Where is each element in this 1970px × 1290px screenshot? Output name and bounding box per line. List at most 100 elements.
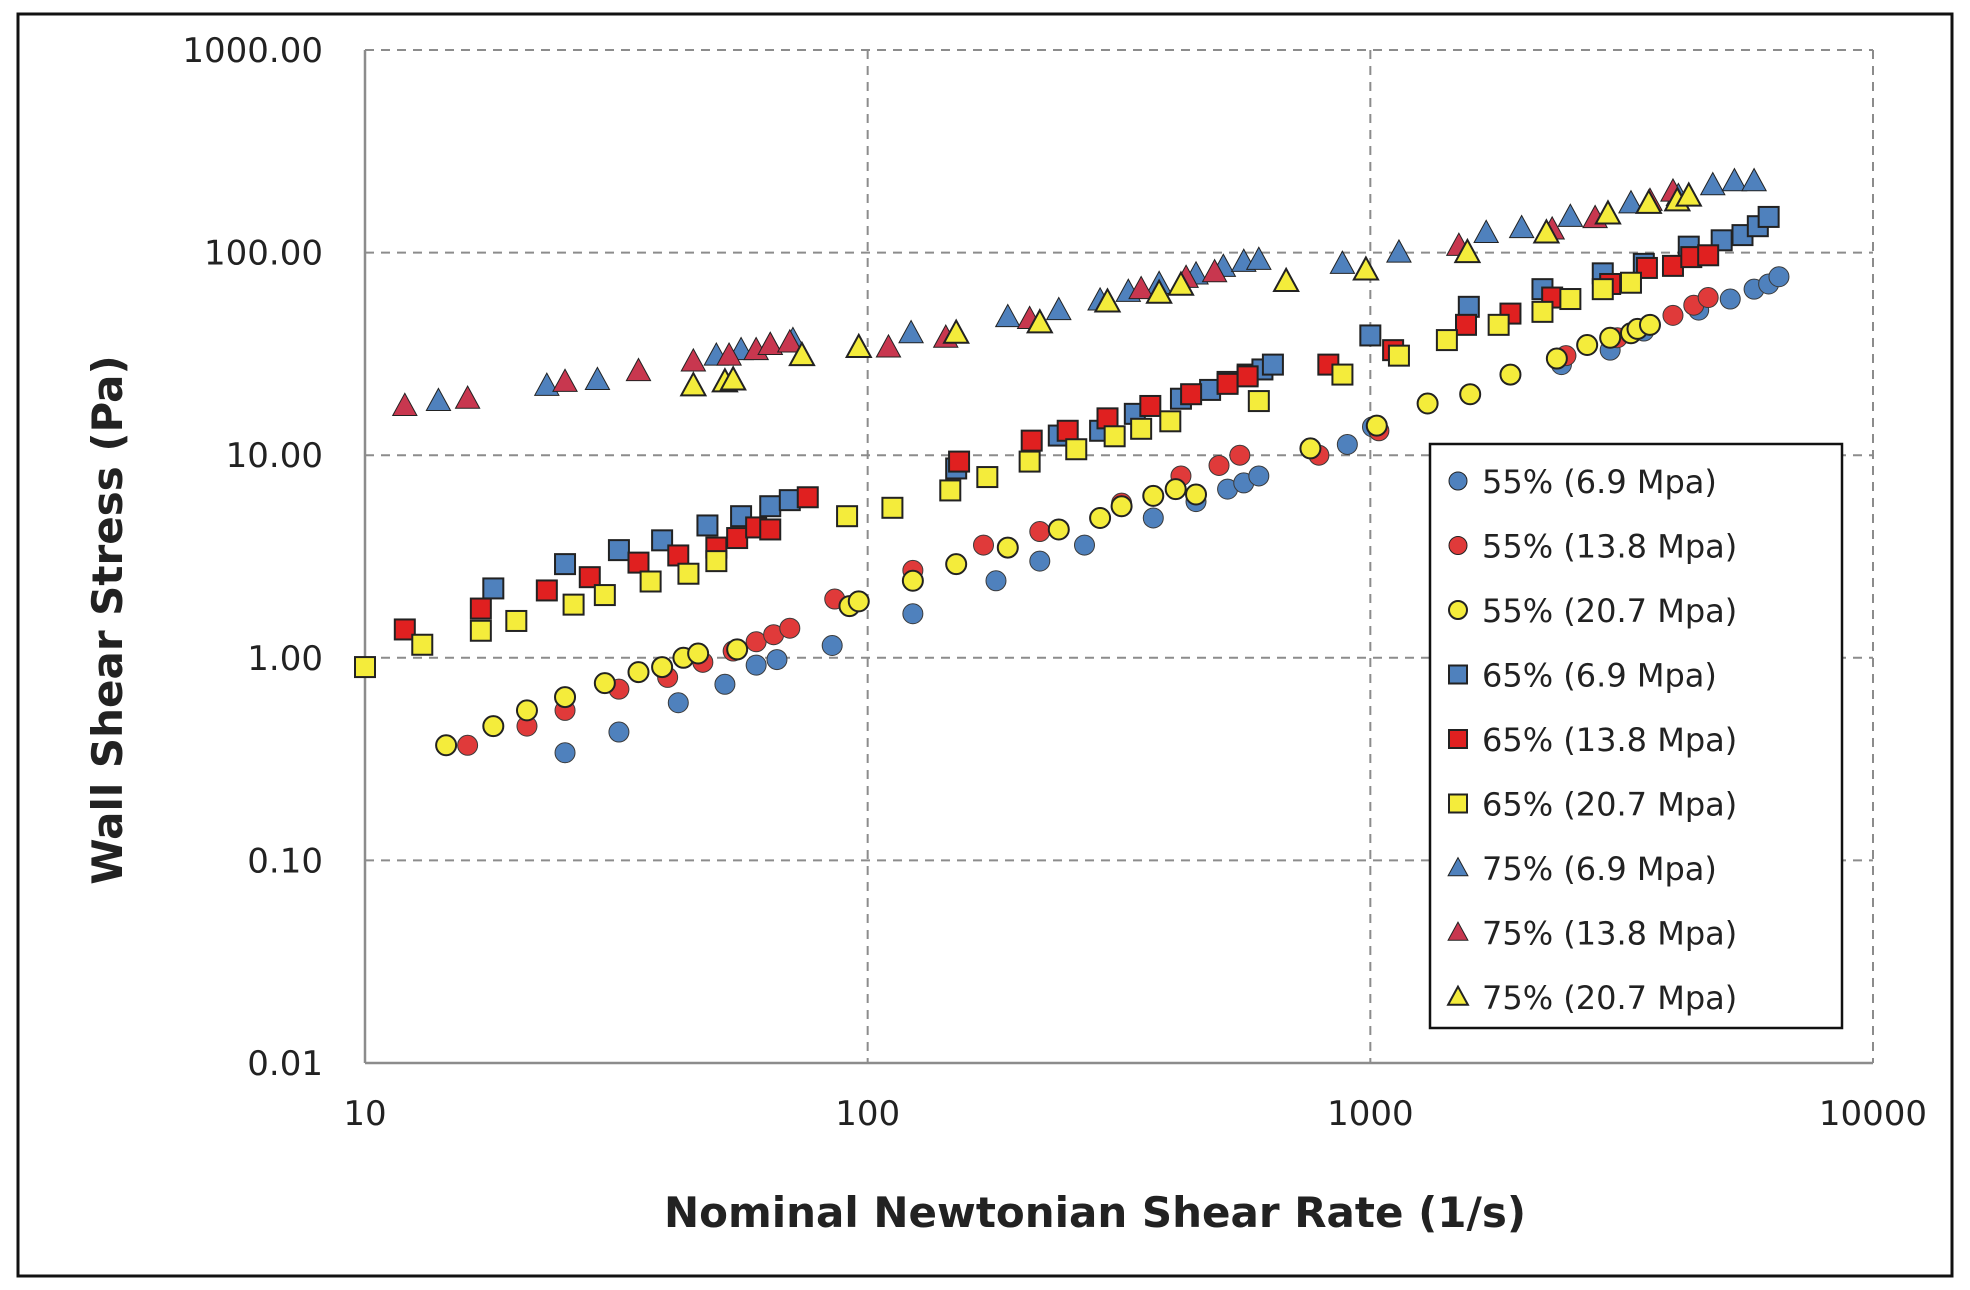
data-point — [796, 486, 819, 509]
series-group — [435, 313, 1661, 757]
data-point — [1508, 214, 1535, 239]
data-point — [1139, 394, 1162, 417]
data-point — [942, 318, 970, 344]
data-point — [1721, 167, 1748, 192]
legend-marker — [1448, 664, 1468, 685]
data-point — [639, 570, 662, 593]
data-point — [1416, 392, 1439, 415]
series-group — [354, 271, 1642, 679]
data-point — [1719, 288, 1741, 310]
data-point — [1029, 521, 1051, 543]
data-point — [1674, 181, 1703, 207]
data-point — [696, 514, 719, 537]
data-point — [1699, 171, 1726, 196]
y-tick-labels: 0.01 0.10 1.00 10.00 100.00 1000.00 — [182, 31, 323, 1084]
data-point — [533, 372, 560, 396]
legend-marker — [1447, 921, 1469, 941]
series-group — [393, 244, 1720, 641]
data-point — [1634, 188, 1663, 214]
data-point — [1089, 506, 1112, 529]
data-point — [726, 638, 749, 661]
data-point — [515, 699, 538, 722]
data-point — [716, 341, 743, 366]
data-point — [898, 319, 925, 344]
data-point — [1697, 287, 1719, 309]
data-point — [1453, 237, 1482, 264]
x-tick-labels: 10 100 1000 10000 — [343, 1094, 1927, 1134]
data-point — [435, 734, 458, 757]
data-point — [1145, 278, 1173, 304]
data-point — [1757, 205, 1780, 228]
data-point — [1056, 419, 1079, 442]
data-point — [391, 392, 418, 416]
legend-marker — [1448, 793, 1468, 814]
data-point — [1455, 313, 1478, 336]
legend-label: 75% (6.9 Mpa) — [1482, 850, 1717, 888]
data-point — [1167, 270, 1195, 296]
data-point — [1018, 450, 1041, 473]
data-point — [608, 721, 630, 743]
legend-label: 55% (20.7 Mpa) — [1482, 592, 1737, 630]
data-point — [469, 619, 492, 642]
data-point — [976, 466, 999, 489]
y-axis-title: Wall Shear Stress (Pa) — [83, 355, 132, 884]
data-point — [1247, 390, 1270, 413]
data-point — [482, 715, 505, 738]
data-point — [1352, 255, 1380, 281]
data-point — [1208, 454, 1230, 476]
data-point — [1128, 275, 1155, 300]
legend-label: 55% (13.8 Mpa) — [1482, 528, 1737, 566]
data-point — [469, 597, 492, 620]
data-point — [1638, 313, 1661, 336]
legend-marker — [1448, 536, 1468, 555]
legend-marker — [1447, 856, 1469, 877]
data-point — [1599, 326, 1622, 349]
data-point — [1697, 244, 1720, 267]
data-point — [1248, 465, 1270, 487]
data-point — [1459, 383, 1482, 406]
x-tick-label: 100 — [835, 1094, 900, 1134]
data-point — [1164, 478, 1187, 501]
data-point — [1336, 433, 1358, 455]
data-point — [1245, 246, 1272, 270]
data-point — [625, 357, 652, 382]
data-point — [821, 635, 843, 657]
data-point — [1531, 300, 1554, 323]
data-point — [745, 654, 767, 676]
data-point — [1545, 347, 1568, 370]
data-point — [651, 529, 674, 552]
data-point — [1020, 429, 1043, 452]
data-point — [836, 505, 859, 528]
data-point — [1180, 383, 1203, 406]
y-tick-label: 0.10 — [247, 841, 323, 881]
data-point — [1331, 363, 1354, 386]
data-point — [902, 603, 924, 625]
data-point — [627, 551, 650, 574]
data-point — [425, 387, 452, 412]
y-tick-label: 100.00 — [204, 234, 323, 274]
data-point — [393, 618, 416, 641]
legend-label: 75% (20.7 Mpa) — [1482, 979, 1737, 1017]
data-point — [1618, 189, 1644, 214]
data-point — [1142, 484, 1165, 507]
data-point — [1768, 266, 1790, 288]
data-point — [593, 672, 616, 695]
data-point — [1662, 304, 1684, 326]
data-point — [1365, 414, 1388, 437]
data-point — [875, 333, 902, 358]
data-point — [677, 562, 700, 585]
data-point — [627, 661, 650, 684]
data-point — [457, 734, 479, 756]
data-point — [1559, 288, 1582, 311]
data-point — [1185, 483, 1208, 506]
data-point — [719, 365, 747, 391]
data-point — [973, 534, 995, 556]
data-point — [766, 649, 788, 671]
data-point — [1272, 266, 1300, 292]
data-point — [759, 518, 782, 541]
data-point — [705, 550, 728, 573]
data-point — [1741, 167, 1768, 192]
data-point — [1499, 363, 1522, 386]
data-point — [354, 656, 376, 679]
data-point — [584, 366, 611, 391]
